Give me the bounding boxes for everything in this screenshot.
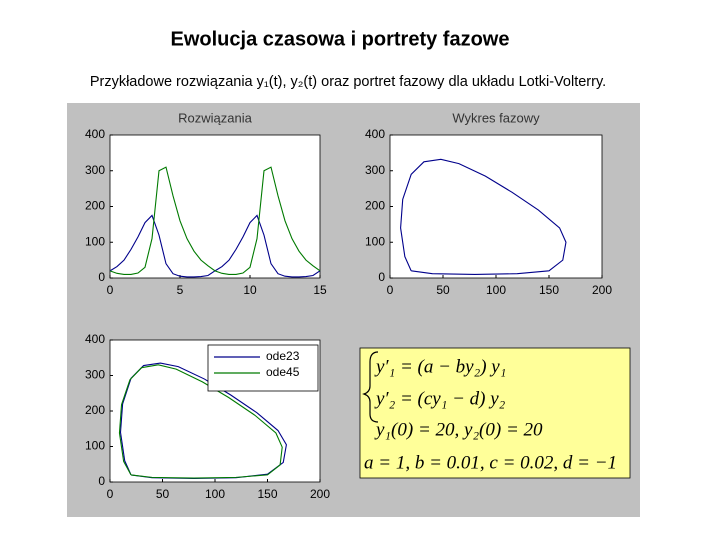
legend-label: ode45 [266, 365, 300, 379]
equation: y₁(0) = 20, y₂(0) = 20 [374, 419, 543, 440]
legend-label: ode23 [266, 349, 300, 363]
equation: y′₂ = (cy₁ − d) y₂ [374, 388, 506, 409]
y-tick-label: 0 [98, 474, 105, 488]
x-tick-label: 100 [205, 487, 225, 501]
y-tick-label: 300 [365, 163, 385, 177]
brace [362, 351, 379, 423]
chart-title: Rozwiązania [178, 110, 252, 125]
x-tick-label: 50 [436, 283, 450, 297]
y-tick-label: 100 [85, 439, 105, 453]
y-tick-label: 0 [378, 270, 385, 284]
x-tick-label: 150 [539, 283, 559, 297]
y-tick-label: 400 [85, 127, 105, 141]
x-tick-label: 100 [486, 283, 506, 297]
x-tick-label: 200 [310, 487, 330, 501]
y-tick-label: 200 [85, 199, 105, 213]
x-tick-label: 150 [257, 487, 277, 501]
y-tick-label: 100 [85, 234, 105, 248]
chart-title: Wykres fazowy [452, 110, 540, 125]
series-line [400, 158, 567, 275]
y-tick-label: 0 [98, 270, 105, 284]
x-tick-label: 5 [177, 283, 184, 297]
plot-area [109, 134, 321, 279]
x-tick-label: 200 [592, 283, 612, 297]
legend [207, 344, 319, 392]
y-tick-label: 300 [85, 368, 105, 382]
series-line [109, 166, 321, 275]
x-tick-label: 0 [107, 283, 114, 297]
x-tick-label: 15 [313, 283, 327, 297]
slide-subtitle: Przykładowe rozwiązania y₁(t), y₂(t) ora… [90, 74, 606, 90]
y-tick-label: 400 [365, 127, 385, 141]
x-tick-label: 10 [243, 283, 257, 297]
slide-title: Ewolucja czasowa i portrety fazowe [171, 28, 510, 50]
series-line [118, 364, 283, 479]
equation: y′₁ = (a − by₂) y₁ [374, 356, 506, 377]
y-tick-label: 100 [365, 234, 385, 248]
x-tick-label: 50 [156, 487, 170, 501]
y-tick-label: 200 [85, 403, 105, 417]
equation-box [359, 347, 631, 479]
equation: a = 1, b = 0.01, c = 0.02, d = −1 [364, 452, 617, 473]
plot-area [389, 134, 603, 279]
x-tick-label: 0 [387, 283, 394, 297]
y-tick-label: 400 [85, 332, 105, 346]
y-tick-label: 200 [365, 199, 385, 213]
x-tick-label: 0 [107, 487, 114, 501]
y-tick-label: 300 [85, 163, 105, 177]
